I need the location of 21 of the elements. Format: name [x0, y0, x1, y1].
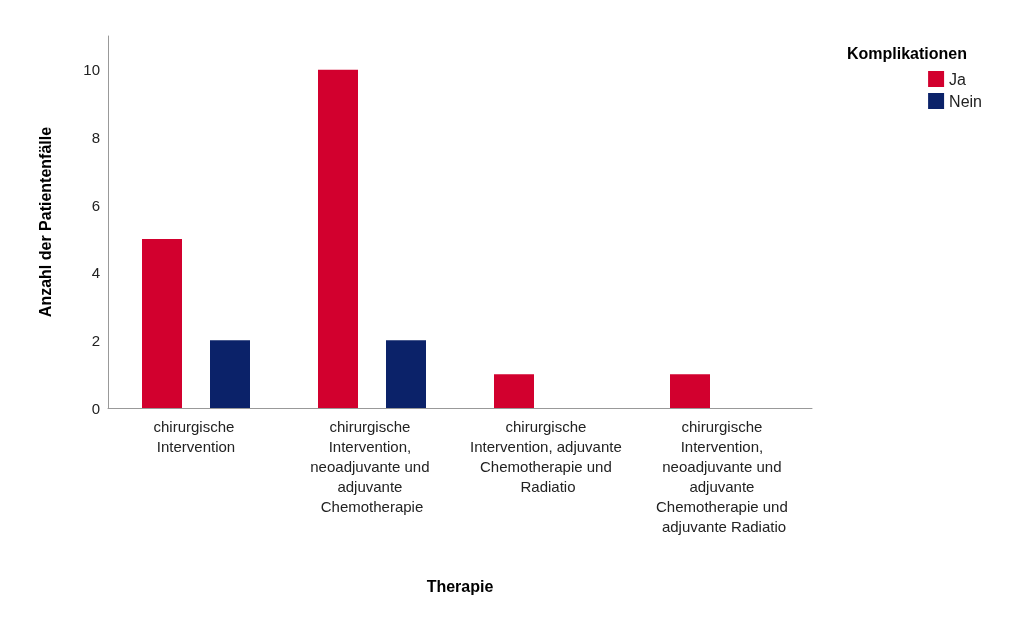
y-tick-label: 10	[83, 61, 100, 79]
x-tick-label: chirurgische Intervention, adjuvante Chemotherapie und Radiatio	[470, 417, 626, 495]
bar	[494, 374, 534, 408]
bar	[670, 374, 710, 408]
bar	[210, 340, 250, 408]
x-tick-label: chirurgische Intervention, neoadjuvante und adjuvante Chemotherapie und adjuvante Radiatio	[656, 417, 792, 535]
x-tick-label: chirurgische Intervention	[153, 417, 239, 455]
y-tick-label: 2	[91, 331, 100, 349]
legend-title: Komplikationen	[846, 44, 968, 62]
legend-label: Nein	[949, 92, 982, 110]
bar	[318, 69, 358, 408]
x-axis-title: Therapie	[426, 577, 494, 595]
y-axis-title: Anzahl der Patientenfälle	[36, 126, 54, 318]
y-tick-label: 4	[91, 264, 100, 282]
x-tick-label: chirurgische Intervention, neoadjuvante und adjuvante Chemotherapie	[310, 417, 434, 515]
bar	[142, 238, 182, 408]
bar	[386, 340, 426, 408]
y-tick-label: 8	[91, 128, 100, 146]
y-tick-label: 0	[91, 399, 100, 417]
y-tick-label: 6	[91, 196, 100, 214]
legend-label: Ja	[949, 70, 967, 88]
